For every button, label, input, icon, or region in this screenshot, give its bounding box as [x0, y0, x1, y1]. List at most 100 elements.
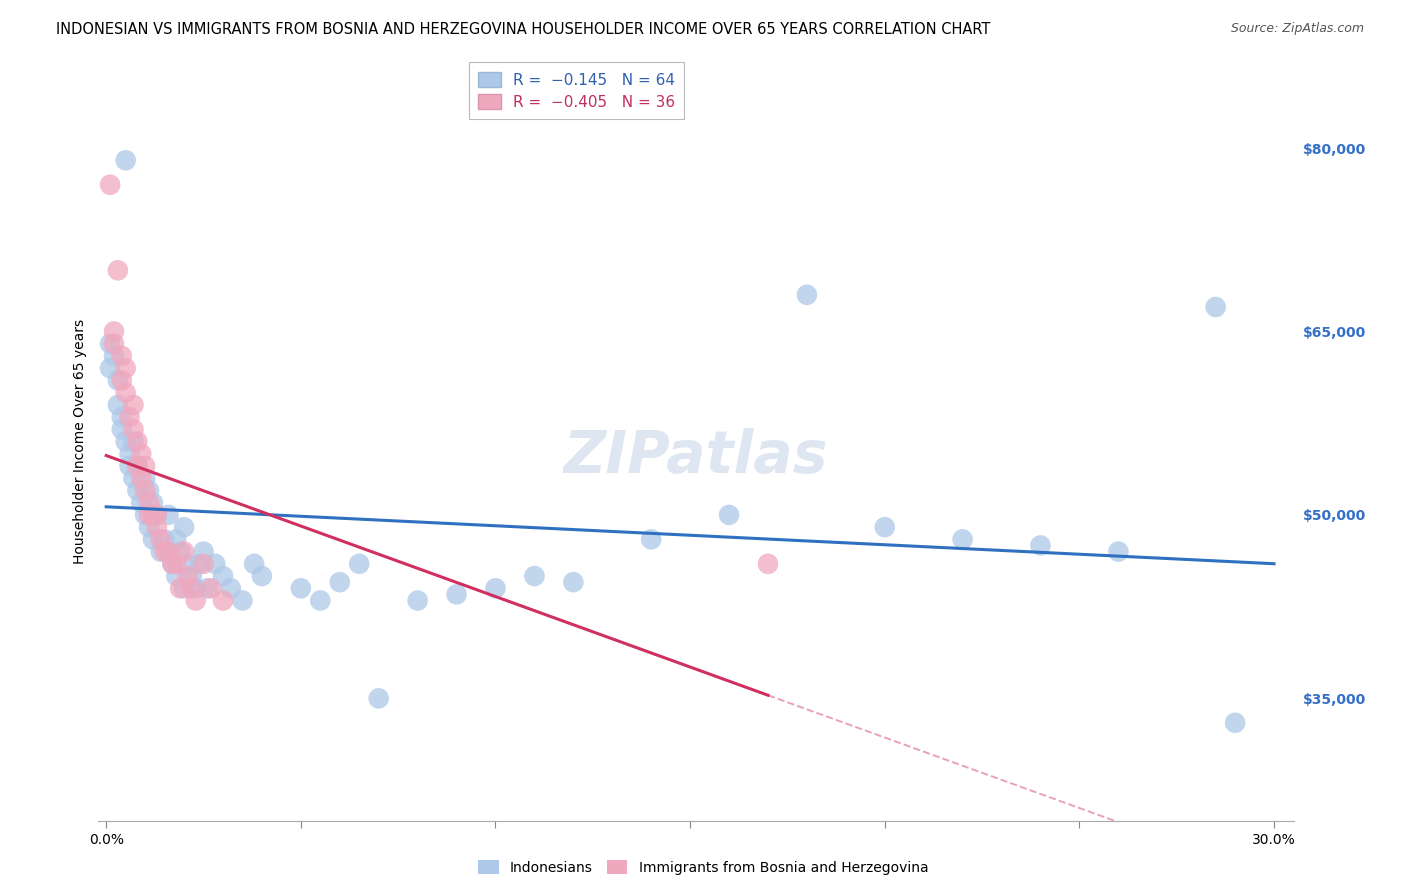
Point [153, 544, 176, 558]
Text: Source: ZipAtlas.com: Source: ZipAtlas.com [1230, 22, 1364, 36]
Point [562, 575, 585, 590]
Point [107, 263, 129, 277]
Point [138, 496, 160, 510]
Point [250, 569, 273, 583]
Point [142, 533, 165, 547]
Point [523, 569, 546, 583]
Point [193, 544, 215, 558]
Point [138, 508, 160, 522]
Point [111, 410, 134, 425]
Legend: Indonesians, Immigrants from Bosnia and Herzegovina: Indonesians, Immigrants from Bosnia and … [472, 855, 934, 880]
Point [406, 593, 429, 607]
Point [138, 520, 160, 534]
Point [1205, 300, 1227, 314]
Point [103, 336, 125, 351]
Point [1223, 715, 1246, 730]
Point [718, 508, 741, 522]
Point [180, 569, 202, 583]
Point [162, 557, 184, 571]
Point [107, 373, 129, 387]
Point [98, 361, 121, 376]
Point [149, 533, 172, 547]
Legend: R =  −0.145   N = 64, R =  −0.405   N = 36: R = −0.145 N = 64, R = −0.405 N = 36 [468, 62, 685, 119]
Point [212, 569, 235, 583]
Point [127, 483, 149, 498]
Point [122, 434, 145, 449]
Y-axis label: Householder Income Over 65 years: Householder Income Over 65 years [73, 319, 87, 564]
Point [162, 557, 184, 571]
Point [219, 582, 242, 596]
Point [169, 582, 191, 596]
Point [122, 422, 145, 436]
Point [98, 336, 121, 351]
Point [756, 557, 779, 571]
Point [111, 422, 134, 436]
Point [197, 582, 219, 596]
Point [127, 458, 149, 473]
Text: INDONESIAN VS IMMIGRANTS FROM BOSNIA AND HERZEGOVINA HOUSEHOLDER INCOME OVER 65 : INDONESIAN VS IMMIGRANTS FROM BOSNIA AND… [56, 22, 991, 37]
Point [177, 557, 200, 571]
Point [200, 582, 222, 596]
Point [173, 544, 195, 558]
Point [165, 557, 187, 571]
Point [118, 410, 141, 425]
Point [180, 582, 202, 596]
Point [157, 544, 180, 558]
Point [146, 520, 169, 534]
Point [122, 398, 145, 412]
Point [118, 458, 141, 473]
Point [873, 520, 896, 534]
Point [952, 533, 974, 547]
Point [114, 385, 136, 400]
Point [184, 582, 207, 596]
Point [231, 593, 253, 607]
Point [165, 569, 187, 583]
Point [111, 349, 134, 363]
Point [173, 582, 195, 596]
Point [122, 471, 145, 485]
Point [243, 557, 266, 571]
Point [107, 398, 129, 412]
Point [114, 361, 136, 376]
Point [640, 533, 662, 547]
Point [367, 691, 389, 706]
Point [329, 575, 352, 590]
Point [149, 544, 172, 558]
Point [446, 587, 468, 601]
Point [212, 593, 235, 607]
Point [157, 544, 180, 558]
Point [146, 508, 169, 522]
Point [111, 373, 134, 387]
Point [146, 508, 169, 522]
Point [103, 325, 125, 339]
Point [103, 349, 125, 363]
Point [129, 496, 152, 510]
Point [173, 520, 195, 534]
Point [165, 533, 187, 547]
Point [184, 593, 207, 607]
Point [484, 582, 506, 596]
Point [134, 458, 156, 473]
Point [114, 153, 136, 168]
Point [129, 447, 152, 461]
Point [1107, 544, 1129, 558]
Point [138, 483, 160, 498]
Point [309, 593, 332, 607]
Point [204, 557, 226, 571]
Text: ZIPatlas: ZIPatlas [564, 428, 828, 485]
Point [193, 557, 215, 571]
Point [118, 447, 141, 461]
Point [127, 458, 149, 473]
Point [134, 471, 156, 485]
Point [177, 569, 200, 583]
Point [114, 434, 136, 449]
Point [129, 471, 152, 485]
Point [142, 496, 165, 510]
Point [169, 544, 191, 558]
Point [153, 533, 176, 547]
Point [290, 582, 312, 596]
Point [98, 178, 121, 192]
Point [142, 508, 165, 522]
Point [134, 483, 156, 498]
Point [796, 287, 818, 301]
